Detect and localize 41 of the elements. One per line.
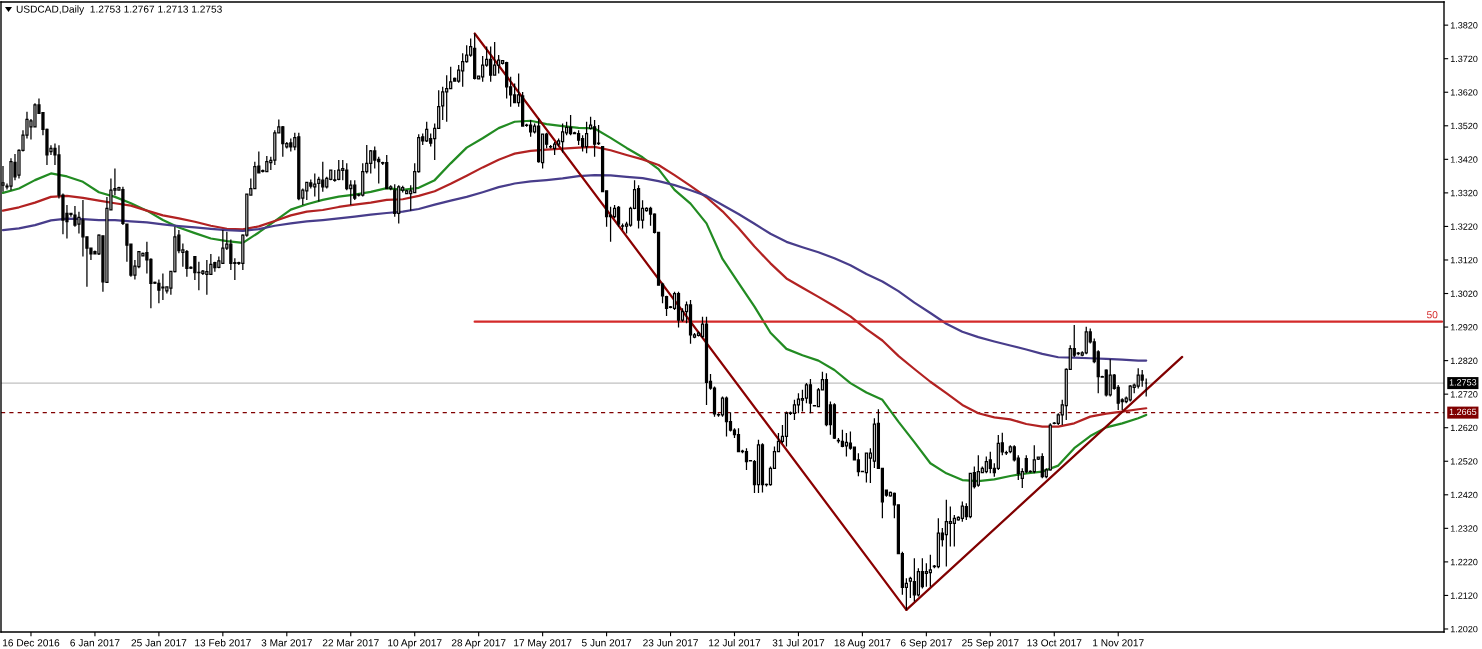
y-tick-label: 1.3520	[1450, 122, 1478, 130]
y-tick-label: 1.3220	[1450, 223, 1478, 230]
y-tick-label: 1.3420	[1450, 156, 1478, 163]
y-tick-label: 1.2520	[1450, 458, 1478, 465]
y-tick-label: 1.2420	[1450, 491, 1478, 499]
series-label: 50	[1426, 311, 1438, 319]
x-tick-label: 16 Dec 2016	[3, 639, 60, 647]
x-tick-label: 22 Mar 2017	[322, 639, 379, 647]
y-tick-label: 1.2720	[1450, 391, 1478, 398]
x-tick-label: 13 Oct 2017	[1027, 639, 1082, 647]
y-tick-label: 1.2920	[1450, 324, 1478, 331]
y-tick-label: 1.2120	[1450, 592, 1478, 599]
x-tick-label: 6 Sep 2017	[900, 639, 952, 649]
y-tick-label: 1.2020	[1450, 625, 1478, 633]
x-tick-label: 12 Jul 2017	[709, 638, 761, 647]
x-tick-label: 6 Jan 2017	[70, 639, 120, 647]
x-tick-label: 3 Mar 2017	[261, 639, 312, 647]
x-tick-label: 25 Jan 2017	[131, 639, 187, 647]
x-tick-label: 31 Jul 2017	[772, 638, 825, 647]
x-tick-label: 10 Apr 2017	[388, 639, 442, 649]
x-tick-label: 23 Jun 2017	[643, 639, 698, 647]
y-tick-label: 1.2820	[1450, 357, 1478, 364]
y-tick-label: 1.3020	[1450, 290, 1478, 297]
x-tick-label: 1 Nov 2017	[1093, 639, 1144, 647]
y-tick-label: 1.2320	[1450, 525, 1478, 532]
ref-line-label: 1.2665	[1449, 408, 1477, 416]
y-tick-label: 1.2620	[1450, 424, 1478, 432]
x-tick-label: 28 Apr 2017	[451, 639, 506, 649]
y-tick-label: 1.2220	[1450, 558, 1478, 566]
x-tick-label: 18 Aug 2017	[834, 639, 891, 649]
y-tick-label: 1.3720	[1450, 55, 1478, 63]
y-tick-label: 1.3120	[1450, 256, 1478, 264]
y-tick-label: 1.3820	[1450, 22, 1478, 29]
ref-line-label: 1.2753	[1449, 379, 1477, 386]
chart-title: USDCAD,Daily 1.2753 1.2767 1.2713 1.2753	[16, 5, 222, 15]
x-tick-label: 17 May 2017	[514, 639, 572, 649]
y-tick-label: 1.3320	[1450, 189, 1478, 197]
x-tick-label: 5 Jun 2017	[581, 639, 632, 647]
y-tick-label: 1.3620	[1450, 89, 1478, 96]
x-tick-label: 25 Sep 2017	[962, 639, 1019, 649]
x-tick-label: 13 Feb 2017	[195, 638, 251, 647]
